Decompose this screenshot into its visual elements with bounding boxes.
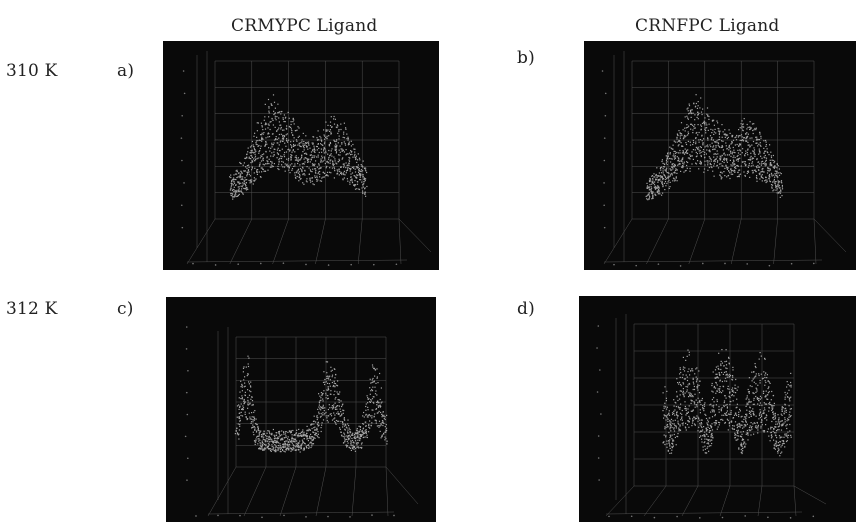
- column-header-crmypc: CRMYPC Ligand: [231, 16, 378, 36]
- plot-panel-c: [166, 297, 436, 522]
- plot-b-image: [601, 51, 847, 267]
- panel-label-b: b): [517, 48, 535, 68]
- row-label-310k: 310 K: [6, 61, 58, 81]
- plot-panel-a: [163, 41, 439, 270]
- panel-label-c: c): [117, 299, 134, 319]
- plot-d-image: [596, 314, 827, 519]
- row-label-312k: 312 K: [6, 299, 58, 319]
- plot-panel-d: [579, 296, 856, 522]
- plot-a-image: [180, 51, 432, 266]
- plot-c-image: [184, 326, 419, 519]
- panel-label-a: a): [117, 61, 135, 81]
- panel-label-d: d): [517, 299, 535, 319]
- column-header-crnfpc: CRNFPC Ligand: [635, 16, 780, 36]
- plot-panel-b: [584, 41, 856, 270]
